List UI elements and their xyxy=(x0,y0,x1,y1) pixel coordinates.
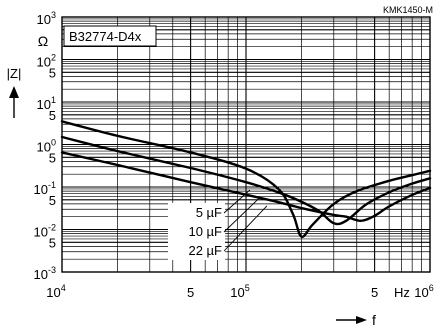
y-tick-label: 5 xyxy=(49,65,56,80)
type-label: B32774-D4x xyxy=(69,29,142,44)
y-tick-label: 101 xyxy=(37,95,56,112)
plot-frame xyxy=(61,16,431,273)
y-arrow-head xyxy=(9,86,19,98)
y-tick-label: 102 xyxy=(37,53,56,70)
x-tick-label: 5 xyxy=(187,285,194,300)
y-axis-label: |Z| xyxy=(7,66,22,81)
y-tick-label: 10-2 xyxy=(34,223,56,240)
x-unit: Hz xyxy=(394,285,410,300)
series-label-2: 22 µF xyxy=(188,243,222,258)
grid xyxy=(61,16,431,273)
y-tick-label: 100 xyxy=(37,138,56,155)
x-arrow-head xyxy=(356,316,367,324)
series-leader-0 xyxy=(223,189,251,214)
series-label-box xyxy=(168,203,225,260)
series-leader-1 xyxy=(223,197,260,233)
series-leader-2 xyxy=(223,205,268,252)
doc-code: KMK1450-M xyxy=(383,5,433,15)
x-tick-label: 106 xyxy=(414,283,433,300)
series-line-0 xyxy=(60,151,432,223)
x-tick-label: 104 xyxy=(46,283,65,300)
y-tick-label: 10-1 xyxy=(34,180,56,197)
x-tick-label: 5 xyxy=(371,285,378,300)
y-tick-label: 5 xyxy=(49,150,56,165)
series-line-2 xyxy=(60,120,432,239)
y-tick-label: 103 xyxy=(37,10,56,27)
type-label-box xyxy=(63,25,157,47)
impedance-curves xyxy=(60,120,432,239)
series-label-0: 5 µF xyxy=(196,205,222,220)
y-tick-label: 10-3 xyxy=(34,265,56,282)
y-unit: Ω xyxy=(38,33,48,49)
series-line-1 xyxy=(60,135,432,226)
y-tick-label: 5 xyxy=(49,235,56,250)
series-label-1: 10 µF xyxy=(188,224,222,239)
y-tick-label: 5 xyxy=(49,193,56,208)
x-tick-label: 105 xyxy=(230,283,249,300)
series-label-leaders xyxy=(223,189,268,252)
y-tick-label: 5 xyxy=(49,108,56,123)
x-axis-label: f xyxy=(372,312,376,328)
